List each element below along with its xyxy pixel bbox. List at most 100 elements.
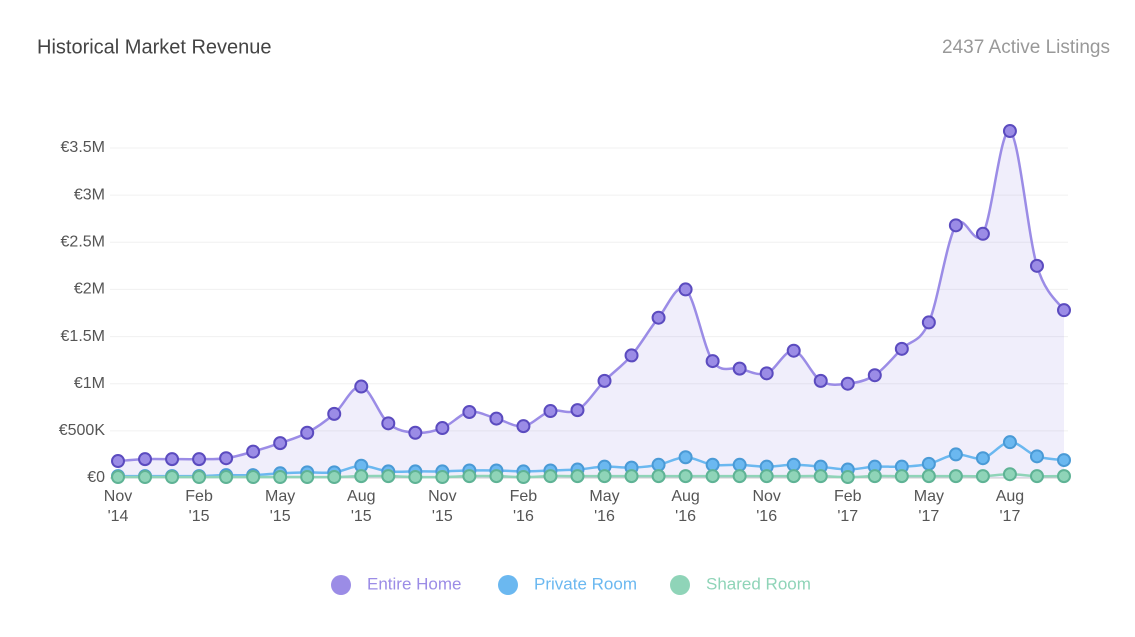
point (1029, 258, 1044, 273)
y-tick-label: €1.5M (61, 328, 105, 345)
point (759, 469, 774, 484)
point (651, 457, 666, 472)
x-tick-label: Feb '16 (510, 488, 538, 525)
x-tick-label: Aug '15 (347, 488, 375, 525)
point (570, 403, 585, 418)
point (462, 405, 477, 419)
point (1029, 449, 1044, 464)
point (381, 469, 396, 484)
point (543, 469, 558, 484)
point (408, 470, 423, 485)
point (597, 469, 612, 484)
point (651, 310, 666, 325)
point (948, 469, 963, 484)
y-tick-label: €2.5M (61, 234, 105, 251)
point (354, 469, 369, 484)
point (840, 376, 855, 391)
point (327, 470, 342, 485)
legend-label: Entire Home (367, 574, 461, 593)
point (732, 469, 747, 484)
point (867, 368, 882, 383)
x-tick-label: May '15 (265, 488, 295, 525)
y-tick-label: €500K (59, 422, 106, 439)
y-tick-label: €0 (87, 469, 105, 486)
point (300, 470, 315, 485)
point (273, 470, 288, 485)
point (570, 469, 585, 484)
point (705, 469, 720, 484)
x-tick-label: May '16 (589, 488, 619, 525)
point (1002, 467, 1017, 482)
chart-subtitle: 2437 Active Listings (942, 37, 1110, 58)
point (975, 469, 990, 484)
point (813, 373, 828, 388)
point (732, 457, 747, 472)
x-tick-label: Feb '15 (185, 488, 213, 525)
point (705, 457, 720, 472)
point (624, 348, 639, 363)
point (1057, 303, 1071, 318)
point (1002, 435, 1017, 450)
point (435, 470, 450, 485)
point (921, 469, 936, 484)
point (327, 406, 342, 421)
point (219, 451, 234, 466)
point (462, 469, 477, 484)
x-tick-label: Nov '15 (428, 488, 456, 525)
x-tick-label: Aug '16 (671, 488, 699, 525)
y-tick-label: €3.5M (61, 139, 105, 156)
x-tick-label: Nov '14 (104, 488, 132, 525)
point (246, 470, 261, 485)
legend-label: Private Room (534, 574, 637, 593)
point (408, 425, 423, 440)
point (246, 444, 261, 459)
point (381, 416, 396, 431)
point (894, 469, 909, 484)
area (118, 130, 1064, 478)
point (975, 226, 990, 241)
x-tick-label: Aug '17 (996, 488, 1024, 525)
point (732, 361, 747, 376)
point (435, 421, 450, 436)
x-tick-label: Nov '16 (752, 488, 780, 525)
point (516, 419, 531, 434)
x-tick-label: May '17 (914, 488, 944, 525)
point (165, 452, 180, 467)
point (921, 315, 936, 330)
point (192, 470, 207, 485)
point (111, 454, 125, 469)
point (678, 469, 693, 484)
y-tick-label: €2M (74, 281, 105, 298)
point (786, 457, 801, 472)
point (786, 469, 801, 484)
point (597, 373, 612, 388)
point (948, 218, 963, 233)
y-tick-label: €3M (74, 186, 105, 203)
point (759, 366, 774, 381)
point (975, 451, 990, 466)
y-tick-label: €1M (74, 375, 105, 392)
legend-label: Shared Room (706, 574, 811, 593)
legend-swatch (331, 575, 351, 595)
point (1057, 469, 1071, 484)
point (948, 447, 963, 462)
point (1029, 469, 1044, 484)
point (273, 436, 288, 451)
point (165, 470, 180, 485)
x-tick-label: Feb '17 (834, 488, 862, 525)
point (300, 425, 315, 440)
legend-swatch (670, 575, 690, 595)
point (354, 379, 369, 394)
point (624, 469, 639, 484)
point (651, 469, 666, 484)
point (489, 469, 504, 484)
point (867, 469, 882, 484)
legend-swatch (498, 575, 518, 595)
chart-title: Historical Market Revenue (37, 36, 272, 58)
point (516, 470, 531, 485)
point (219, 470, 234, 485)
point (138, 470, 153, 485)
point (543, 404, 558, 419)
